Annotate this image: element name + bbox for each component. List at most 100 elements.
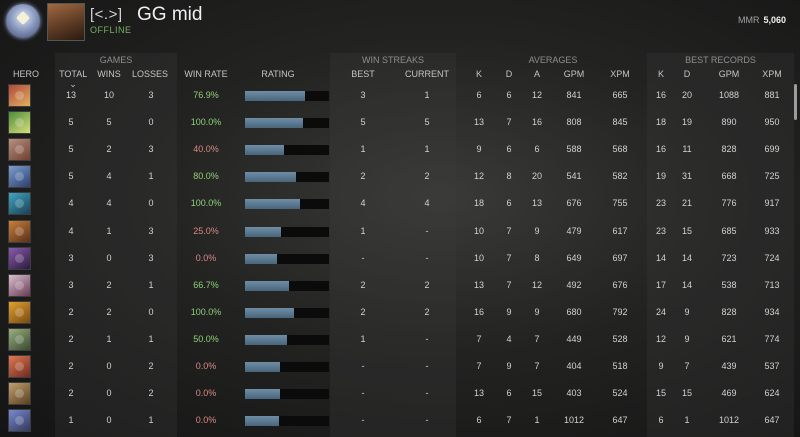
cell-k: 6	[476, 415, 482, 426]
table-row[interactable]: 13 10 3 76.9% 3 1 6 6 12 841 665 16 20 1088 881	[0, 82, 800, 109]
hero-icon-13[interactable]	[8, 409, 31, 433]
cell-k: 10	[473, 252, 484, 263]
hero-icon-4[interactable]	[8, 165, 31, 189]
cell-best: 5	[360, 117, 366, 128]
column-header-k[interactable]: K	[475, 69, 482, 79]
cell-bk: 14	[655, 252, 666, 263]
hero-icon-7[interactable]	[8, 246, 31, 270]
column-header-best[interactable]: BEST	[351, 69, 375, 79]
hero-icon-2[interactable]	[8, 111, 31, 135]
online-status: OFFLINE	[90, 25, 132, 35]
hero-icon-12[interactable]	[8, 382, 31, 406]
rating-bar	[245, 253, 329, 264]
cell-xpm: 697	[612, 252, 628, 263]
column-header-d[interactable]: D	[505, 69, 513, 79]
column-header-best-xpm[interactable]: XPM	[762, 69, 782, 79]
column-header-rating[interactable]: RATING	[261, 69, 295, 79]
cell-best: -	[361, 361, 365, 371]
column-header-best-d[interactable]: D	[683, 69, 691, 79]
hero-icon-9[interactable]	[8, 300, 31, 324]
cell-best: 1	[360, 333, 366, 344]
column-header-best-gpm[interactable]: GPM	[718, 69, 740, 79]
scrollbar-thumb[interactable]	[794, 84, 797, 120]
table-row[interactable]: 5 4 1 80.0% 2 2 12 8 20 541 582 19 31 668 725	[0, 163, 800, 190]
cell-current: 4	[424, 198, 430, 209]
rating-bar	[245, 389, 329, 400]
column-header-hero[interactable]: HERO	[12, 69, 39, 79]
cell-losses: 1	[148, 415, 154, 426]
cell-bk: 17	[655, 279, 666, 290]
avatar[interactable]	[47, 3, 85, 41]
cell-current: 2	[424, 306, 430, 317]
cell-bd: 9	[684, 333, 690, 344]
rating-bar	[245, 307, 329, 318]
column-header-wins[interactable]: WINS	[97, 69, 121, 79]
cell-bk: 6	[658, 415, 664, 426]
rating-bar-fill	[245, 389, 281, 400]
table-row[interactable]: 5 2 3 40.0% 1 1 9 6 6 588 568 16 11 828 699	[0, 136, 800, 163]
cell-losses: 0	[148, 306, 154, 317]
cell-bd: 15	[681, 225, 692, 236]
cell-wins: 4	[106, 198, 112, 209]
cell-win-rate: 100.0%	[190, 117, 222, 128]
cell-bgpm: 828	[721, 306, 737, 317]
cell-a: 16	[531, 117, 542, 128]
column-header-best-k[interactable]: K	[657, 69, 664, 79]
hero-icon-5[interactable]	[8, 192, 31, 216]
table-row[interactable]: 4 4 0 100.0% 4 4 18 6 13 676 755 23 21 776 917	[0, 190, 800, 217]
cell-gpm: 492	[566, 279, 582, 290]
cell-bd: 31	[681, 171, 692, 182]
table-row[interactable]: 3 2 1 66.7% 2 2 13 7 12 492 676 17 14 538 713	[0, 272, 800, 299]
cell-bk: 16	[655, 144, 666, 155]
rating-bar	[245, 145, 329, 156]
table-row[interactable]: 3 0 3 0.0% - - 10 7 8 649 697 14 14 723 724	[0, 245, 800, 272]
cell-bd: 7	[684, 361, 690, 371]
cell-a: 1	[534, 415, 540, 426]
hero-icon-11[interactable]	[8, 355, 31, 378]
table-row[interactable]: 2 0 2 0.0% - - 13 6 15 403 524 15 15 469 624	[0, 380, 800, 407]
column-header-losses[interactable]: LOSSES	[131, 69, 169, 79]
cell-best: -	[361, 252, 365, 263]
sort-chevron-icon: ⌄	[69, 79, 77, 89]
cell-bxpm: 950	[764, 117, 780, 128]
cell-bk: 19	[655, 171, 666, 182]
column-header-current[interactable]: CURRENT	[405, 69, 449, 79]
cell-current: 2	[424, 279, 430, 290]
table-row[interactable]: 5 5 0 100.0% 5 5 13 7 16 808 845 18 19 890 950	[0, 109, 800, 136]
cell-best: 4	[360, 198, 366, 209]
cell-total: 3	[68, 252, 74, 263]
cell-xpm: 755	[612, 198, 628, 209]
column-header-gpm[interactable]: GPM	[563, 69, 585, 79]
table-row[interactable]: 2 1 1 50.0% 1 - 7 4 7 449 528 12 9 621 774	[0, 326, 800, 353]
cell-bgpm: 439	[721, 361, 737, 371]
group-header-best-records: BEST RECORDS	[685, 55, 756, 65]
cell-bgpm: 621	[721, 333, 737, 344]
column-header-a[interactable]: A	[533, 69, 540, 79]
column-header-total[interactable]: TOTAL ⌄	[56, 69, 90, 90]
cell-total: 2	[68, 306, 74, 317]
cell-losses: 3	[148, 90, 154, 100]
cell-gpm: 449	[566, 333, 582, 344]
hero-icon-6[interactable]	[8, 219, 31, 243]
rating-bar-fill	[245, 145, 284, 156]
cell-win-rate: 0.0%	[195, 252, 217, 263]
table-row[interactable]: 1 0 1 0.0% - - 6 7 1 1012 647 6 1 1012 647	[0, 407, 800, 434]
table-row[interactable]: 2 2 0 100.0% 2 2 16 9 9 680 792 24 9 828 934	[0, 299, 800, 326]
hero-icon-8[interactable]	[8, 273, 31, 297]
hero-icon-3[interactable]	[8, 138, 31, 162]
cell-xpm: 617	[612, 225, 628, 236]
rating-bar-fill	[245, 280, 289, 291]
cell-k: 16	[473, 306, 484, 317]
table-row[interactable]: 4 1 3 25.0% 1 - 10 7 9 479 617 23 15 685 933	[0, 218, 800, 245]
cell-gpm: 404	[566, 361, 582, 371]
column-header-win-rate[interactable]: WIN RATE	[184, 69, 228, 79]
column-header-xpm[interactable]: XPM	[610, 69, 630, 79]
hero-icon-10[interactable]	[8, 327, 31, 351]
cell-a: 15	[531, 388, 542, 399]
hero-icon-1[interactable]	[8, 84, 31, 107]
cell-wins: 0	[106, 361, 112, 371]
table-row[interactable]: 2 0 2 0.0% - - 7 9 7 404 518 9 7 439 537	[0, 353, 800, 380]
best-records-panel	[647, 53, 794, 437]
cell-d: 7	[506, 415, 512, 426]
cell-bgpm: 1088	[718, 90, 740, 100]
